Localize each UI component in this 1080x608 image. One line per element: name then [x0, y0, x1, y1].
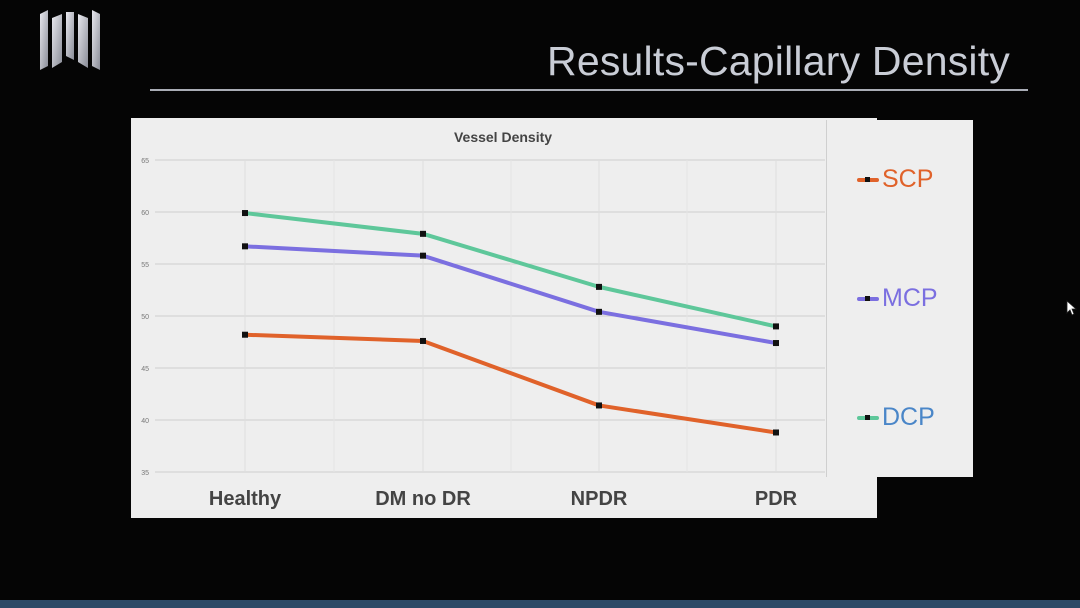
chart-panel: Vessel Density 35 40 45 50 55 60 65 Healthy DM no… [131, 118, 877, 518]
legend-label: DCP [882, 403, 935, 431]
data-point-mcp [242, 243, 248, 250]
data-point-scp [242, 331, 248, 338]
series-line-scp [243, 332, 778, 435]
title-divider [150, 89, 1028, 91]
legend-label: MCP [882, 284, 938, 312]
x-tick-label: Healthy [209, 488, 282, 510]
logo [40, 10, 100, 70]
legend-label: SCP [882, 165, 934, 193]
y-tick-label: 35 [141, 470, 149, 477]
data-point-scp [596, 402, 602, 409]
legend-marker [865, 177, 870, 182]
series-line-mcp [243, 244, 778, 346]
y-tick-label: 65 [141, 158, 149, 165]
data-point-scp [773, 429, 779, 436]
x-tick-label: NPDR [571, 488, 628, 510]
data-point-dcp [596, 283, 602, 290]
data-point-dcp [420, 230, 426, 237]
legend-marker [865, 415, 870, 420]
y-tick-label: 45 [141, 366, 149, 373]
data-point-mcp [420, 252, 426, 259]
y-tick-label: 50 [141, 314, 149, 321]
legend-item-dcp: DCP [857, 403, 967, 433]
y-tick-label: 55 [141, 262, 149, 269]
x-tick-label: PDR [755, 488, 798, 510]
chart-legend: SCP MCP DCP [826, 120, 973, 477]
y-tick-label: 40 [141, 418, 149, 425]
series-line-dcp [243, 211, 778, 329]
y-tick-label: 60 [141, 210, 149, 217]
slide-title: Results-Capillary Density [547, 38, 1010, 84]
data-point-dcp [242, 210, 248, 217]
data-point-mcp [773, 340, 779, 347]
x-tick-label: DM no DR [375, 488, 471, 510]
legend-item-mcp: MCP [857, 284, 967, 314]
legend-item-scp: SCP [857, 165, 967, 195]
legend-marker [865, 296, 870, 301]
vessel-density-chart: Vessel Density 35 40 45 50 55 60 65 Healthy DM no… [141, 129, 825, 510]
chart-title: Vessel Density [454, 129, 552, 145]
data-point-dcp [773, 323, 779, 330]
data-point-mcp [596, 308, 602, 315]
bottom-bar [0, 600, 1080, 608]
mouse-cursor-icon [1066, 300, 1078, 316]
data-point-scp [420, 337, 426, 344]
